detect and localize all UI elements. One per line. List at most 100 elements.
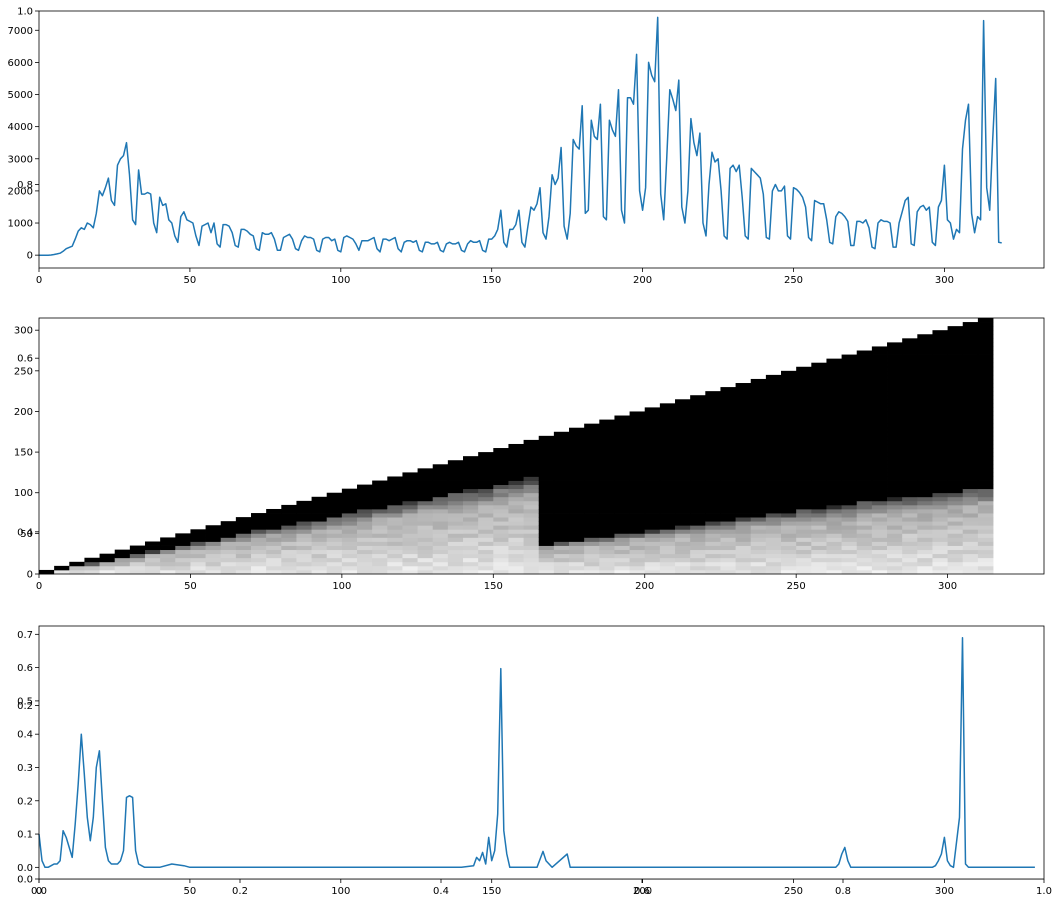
heatmap-cell — [569, 513, 585, 518]
heatmap-cell — [675, 411, 691, 416]
heatmap-cell — [735, 565, 752, 571]
heatmap-cell — [478, 517, 494, 522]
heatmap-cell — [175, 557, 191, 563]
heatmap-cell — [614, 525, 630, 530]
heatmap-cell — [447, 500, 464, 506]
heatmap-cell — [402, 561, 418, 567]
heatmap-cell — [765, 456, 782, 461]
heatmap-cell — [553, 569, 570, 575]
heatmap-cell — [463, 476, 479, 481]
heatmap-cell — [917, 334, 933, 339]
heatmap-cell — [584, 423, 600, 429]
heatmap-cell — [251, 549, 267, 555]
heatmap-cell — [266, 513, 282, 518]
heatmap-cell — [599, 496, 615, 502]
heatmap-cell — [508, 504, 524, 510]
heatmap-cell — [796, 565, 812, 571]
heatmap-cell — [887, 370, 903, 376]
heatmap-cell — [538, 496, 555, 502]
heatmap-cell — [917, 533, 933, 538]
x-tick-label: 150 — [482, 275, 501, 286]
heatmap-cell — [235, 529, 252, 534]
heatmap-cell — [190, 529, 206, 534]
x-tick-label: 0.6 — [634, 886, 650, 897]
heatmap-cell — [659, 569, 676, 575]
heatmap-cell — [796, 500, 812, 506]
heatmap-cell — [781, 411, 797, 416]
heatmap-cell — [553, 443, 570, 449]
x-tick-label: 300 — [935, 275, 954, 286]
y-tick-label: 1.0 — [17, 7, 33, 18]
heatmap-cell — [675, 488, 691, 494]
heatmap-cell — [432, 525, 449, 530]
heatmap-cell — [887, 448, 903, 453]
heatmap-cell — [887, 378, 903, 384]
heatmap-cell — [296, 513, 312, 518]
heatmap-cell — [977, 318, 994, 323]
heatmap-cell — [720, 399, 736, 404]
heatmap-cell — [402, 533, 418, 538]
heatmap-cell — [493, 508, 509, 514]
heatmap-cell — [387, 525, 403, 530]
heatmap-cell — [84, 565, 100, 571]
heatmap-cell — [553, 435, 570, 441]
heatmap-cell — [644, 561, 661, 567]
heatmap-cell — [644, 411, 661, 416]
heatmap-cell — [387, 545, 403, 551]
heatmap-cell — [296, 521, 312, 526]
heatmap-cell — [750, 476, 767, 481]
heatmap-cell — [644, 423, 661, 429]
heatmap-cell — [478, 456, 494, 461]
heatmap-cell — [599, 569, 615, 575]
heatmap-cell — [902, 549, 918, 555]
heatmap-cell — [735, 431, 752, 437]
heatmap-cell — [977, 500, 994, 506]
heatmap-cell — [538, 541, 555, 546]
heatmap-cell — [357, 488, 373, 494]
heatmap-cell — [584, 456, 600, 461]
heatmap-cell — [796, 553, 812, 559]
heatmap-cell — [750, 378, 767, 384]
heatmap-cell — [463, 484, 479, 490]
heatmap-cell — [720, 525, 736, 530]
heatmap-cell — [781, 383, 797, 388]
heatmap-cell — [932, 452, 948, 457]
heatmap-cell — [523, 476, 540, 481]
heatmap-cell — [569, 525, 585, 530]
heatmap-cell — [387, 508, 403, 514]
y-tick-label: 1000 — [8, 219, 33, 230]
heatmap-cell — [947, 370, 964, 376]
heatmap-cell — [962, 549, 979, 555]
heatmap-cell — [750, 439, 767, 445]
heatmap-cell — [311, 521, 328, 526]
heatmap-cell — [402, 565, 418, 571]
heatmap-cell — [841, 480, 858, 485]
heatmap-cell — [417, 517, 434, 522]
heatmap-cell — [841, 464, 858, 469]
heatmap-cell — [538, 504, 555, 510]
heatmap-cell — [281, 525, 297, 530]
heatmap-cell — [871, 443, 888, 449]
heatmap-cell — [251, 521, 267, 526]
y-tick-label: 2000 — [8, 186, 33, 197]
heatmap-cell — [902, 407, 918, 412]
heatmap-cell — [205, 525, 222, 530]
heatmap-cell — [826, 383, 842, 388]
heatmap-cell — [614, 488, 630, 494]
heatmap-cell — [599, 557, 615, 563]
x-tick-label: 50 — [184, 581, 197, 592]
heatmap-cell — [447, 545, 464, 551]
heatmap-cell — [402, 553, 418, 559]
heatmap-cell — [584, 521, 600, 526]
heatmap-cell — [493, 472, 509, 477]
heatmap-cell — [341, 513, 358, 518]
heatmap-cell — [947, 403, 964, 408]
heatmap-cell — [569, 553, 585, 559]
heatmap-cell — [977, 549, 994, 555]
heatmap-cell — [690, 431, 706, 437]
heatmap-cell — [675, 521, 691, 526]
heatmap-cell — [220, 533, 237, 538]
heatmap-cell — [735, 419, 752, 425]
heatmap-cell — [629, 431, 646, 437]
heatmap-cell — [765, 476, 782, 481]
